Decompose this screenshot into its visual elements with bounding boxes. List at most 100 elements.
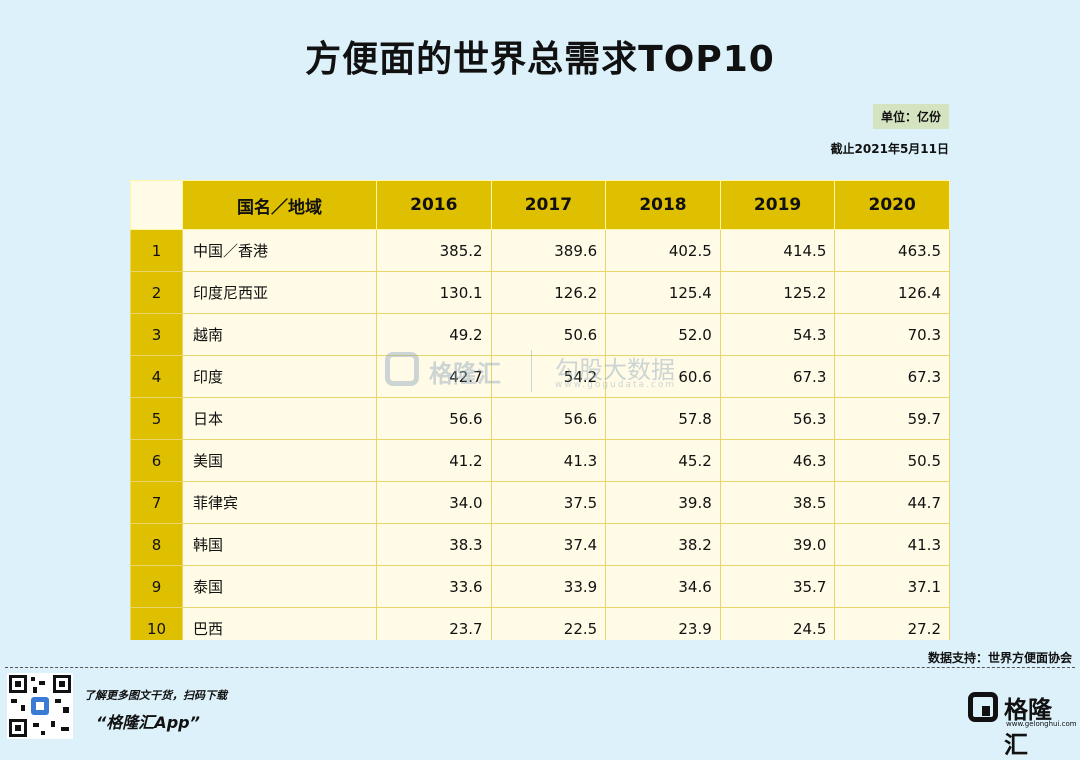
brand-logo: 格隆汇 www.gelonghui.com xyxy=(968,690,1077,759)
value-cell: 42.7 xyxy=(376,355,492,398)
logo-g-icon xyxy=(968,692,998,722)
value-cell: 37.4 xyxy=(490,523,607,566)
column-header: 2017 xyxy=(490,180,607,230)
value-cell: 46.3 xyxy=(719,439,836,482)
table-row: 8 韩国 38.3 37.4 38.2 39.0 41.3 xyxy=(130,523,950,566)
page-title: 方便面的世界总需求TOP10 xyxy=(305,39,775,80)
country-cell: 印度 xyxy=(182,355,377,398)
value-cell: 67.3 xyxy=(834,355,950,398)
table-row: 5 日本 56.6 56.6 57.8 56.3 59.7 xyxy=(130,397,950,440)
country-cell: 印度尼西亚 xyxy=(182,271,377,314)
value-cell: 126.2 xyxy=(490,271,607,314)
value-cell: 54.3 xyxy=(719,313,836,356)
country-cell: 菲律宾 xyxy=(182,481,377,524)
unit-label: 单位：亿份 xyxy=(872,104,949,129)
value-cell: 67.3 xyxy=(719,355,836,398)
table-body: 1 中国／香港 385.2 389.6 402.5 414.5 463.5 2 印度尼西亚 130… xyxy=(130,229,950,640)
value-cell: 49.2 xyxy=(376,313,492,356)
value-cell: 125.2 xyxy=(719,271,836,314)
value-cell: 38.3 xyxy=(376,523,492,566)
rank-column-header xyxy=(130,180,183,230)
table-row: 9 泰国 33.6 33.9 34.6 35.7 37.1 xyxy=(130,565,950,608)
promo-text: 了解更多图文干货，扫码下载 xyxy=(84,689,227,702)
rank-cell: 5 xyxy=(130,397,183,440)
value-cell: 402.5 xyxy=(605,229,721,272)
rank-cell: 8 xyxy=(130,523,183,566)
country-cell: 中国／香港 xyxy=(182,229,377,272)
ranking-table: 国名／地域 2016 2017 2018 2019 2020 1 中国／香港 385.2 389… xyxy=(130,180,950,640)
value-cell: 50.6 xyxy=(490,313,607,356)
value-cell: 41.2 xyxy=(376,439,492,482)
logo-url: www.gelonghui.com xyxy=(1006,720,1077,728)
value-cell: 57.8 xyxy=(605,397,721,440)
as-of-date: 截止2021年5月11日 xyxy=(830,142,949,156)
rank-cell: 1 xyxy=(130,229,183,272)
value-cell: 44.7 xyxy=(834,481,950,524)
value-cell: 389.6 xyxy=(490,229,607,272)
country-cell: 巴西 xyxy=(182,607,377,640)
country-cell: 韩国 xyxy=(182,523,377,566)
value-cell: 45.2 xyxy=(605,439,721,482)
value-cell: 126.4 xyxy=(834,271,950,314)
rank-cell: 7 xyxy=(130,481,183,524)
value-cell: 41.3 xyxy=(490,439,607,482)
country-cell: 泰国 xyxy=(182,565,377,608)
value-cell: 37.5 xyxy=(490,481,607,524)
value-cell: 34.0 xyxy=(376,481,492,524)
promo-app-name: “格隆汇App” xyxy=(96,713,200,732)
column-header: 2016 xyxy=(376,180,492,230)
value-cell: 385.2 xyxy=(376,229,492,272)
value-cell: 23.9 xyxy=(605,607,721,640)
value-cell: 33.9 xyxy=(490,565,607,608)
country-cell: 美国 xyxy=(182,439,377,482)
column-header: 2020 xyxy=(834,180,950,230)
value-cell: 38.2 xyxy=(605,523,721,566)
rank-cell: 9 xyxy=(130,565,183,608)
table-row: 7 菲律宾 34.0 37.5 39.8 38.5 44.7 xyxy=(130,481,950,524)
value-cell: 22.5 xyxy=(490,607,607,640)
value-cell: 35.7 xyxy=(719,565,836,608)
country-cell: 越南 xyxy=(182,313,377,356)
value-cell: 37.1 xyxy=(834,565,950,608)
value-cell: 24.5 xyxy=(719,607,836,640)
footer-divider xyxy=(5,667,1075,668)
value-cell: 56.3 xyxy=(719,397,836,440)
value-cell: 70.3 xyxy=(834,313,950,356)
value-cell: 23.7 xyxy=(376,607,492,640)
value-cell: 414.5 xyxy=(719,229,836,272)
table-row: 2 印度尼西亚 130.1 126.2 125.4 125.2 126.4 xyxy=(130,271,950,314)
column-header: 2018 xyxy=(605,180,721,230)
qr-code-icon[interactable] xyxy=(7,673,73,739)
column-header: 国名／地域 xyxy=(182,180,377,230)
rank-cell: 10 xyxy=(130,607,183,640)
rank-cell: 4 xyxy=(130,355,183,398)
value-cell: 54.2 xyxy=(490,355,607,398)
value-cell: 34.6 xyxy=(605,565,721,608)
value-cell: 39.0 xyxy=(719,523,836,566)
table-row: 4 印度 42.7 54.2 60.6 67.3 67.3 xyxy=(130,355,950,398)
value-cell: 463.5 xyxy=(834,229,950,272)
value-cell: 38.5 xyxy=(719,481,836,524)
country-cell: 日本 xyxy=(182,397,377,440)
value-cell: 59.7 xyxy=(834,397,950,440)
table-row: 10 巴西 23.7 22.5 23.9 24.5 27.2 xyxy=(130,607,950,640)
value-cell: 41.3 xyxy=(834,523,950,566)
table-row: 3 越南 49.2 50.6 52.0 54.3 70.3 xyxy=(130,313,950,356)
rank-cell: 2 xyxy=(130,271,183,314)
data-source: 数据支持：世界方便面协会 xyxy=(927,651,1072,665)
table-row: 6 美国 41.2 41.3 45.2 46.3 50.5 xyxy=(130,439,950,482)
column-header: 2019 xyxy=(719,180,836,230)
value-cell: 56.6 xyxy=(490,397,607,440)
value-cell: 33.6 xyxy=(376,565,492,608)
table-row: 1 中国／香港 385.2 389.6 402.5 414.5 463.5 xyxy=(130,229,950,272)
value-cell: 27.2 xyxy=(834,607,950,640)
value-cell: 52.0 xyxy=(605,313,721,356)
value-cell: 60.6 xyxy=(605,355,721,398)
rank-cell: 3 xyxy=(130,313,183,356)
rank-cell: 6 xyxy=(130,439,183,482)
value-cell: 125.4 xyxy=(605,271,721,314)
value-cell: 56.6 xyxy=(376,397,492,440)
table-header-row: 国名／地域 2016 2017 2018 2019 2020 xyxy=(130,180,950,230)
value-cell: 39.8 xyxy=(605,481,721,524)
value-cell: 50.5 xyxy=(834,439,950,482)
